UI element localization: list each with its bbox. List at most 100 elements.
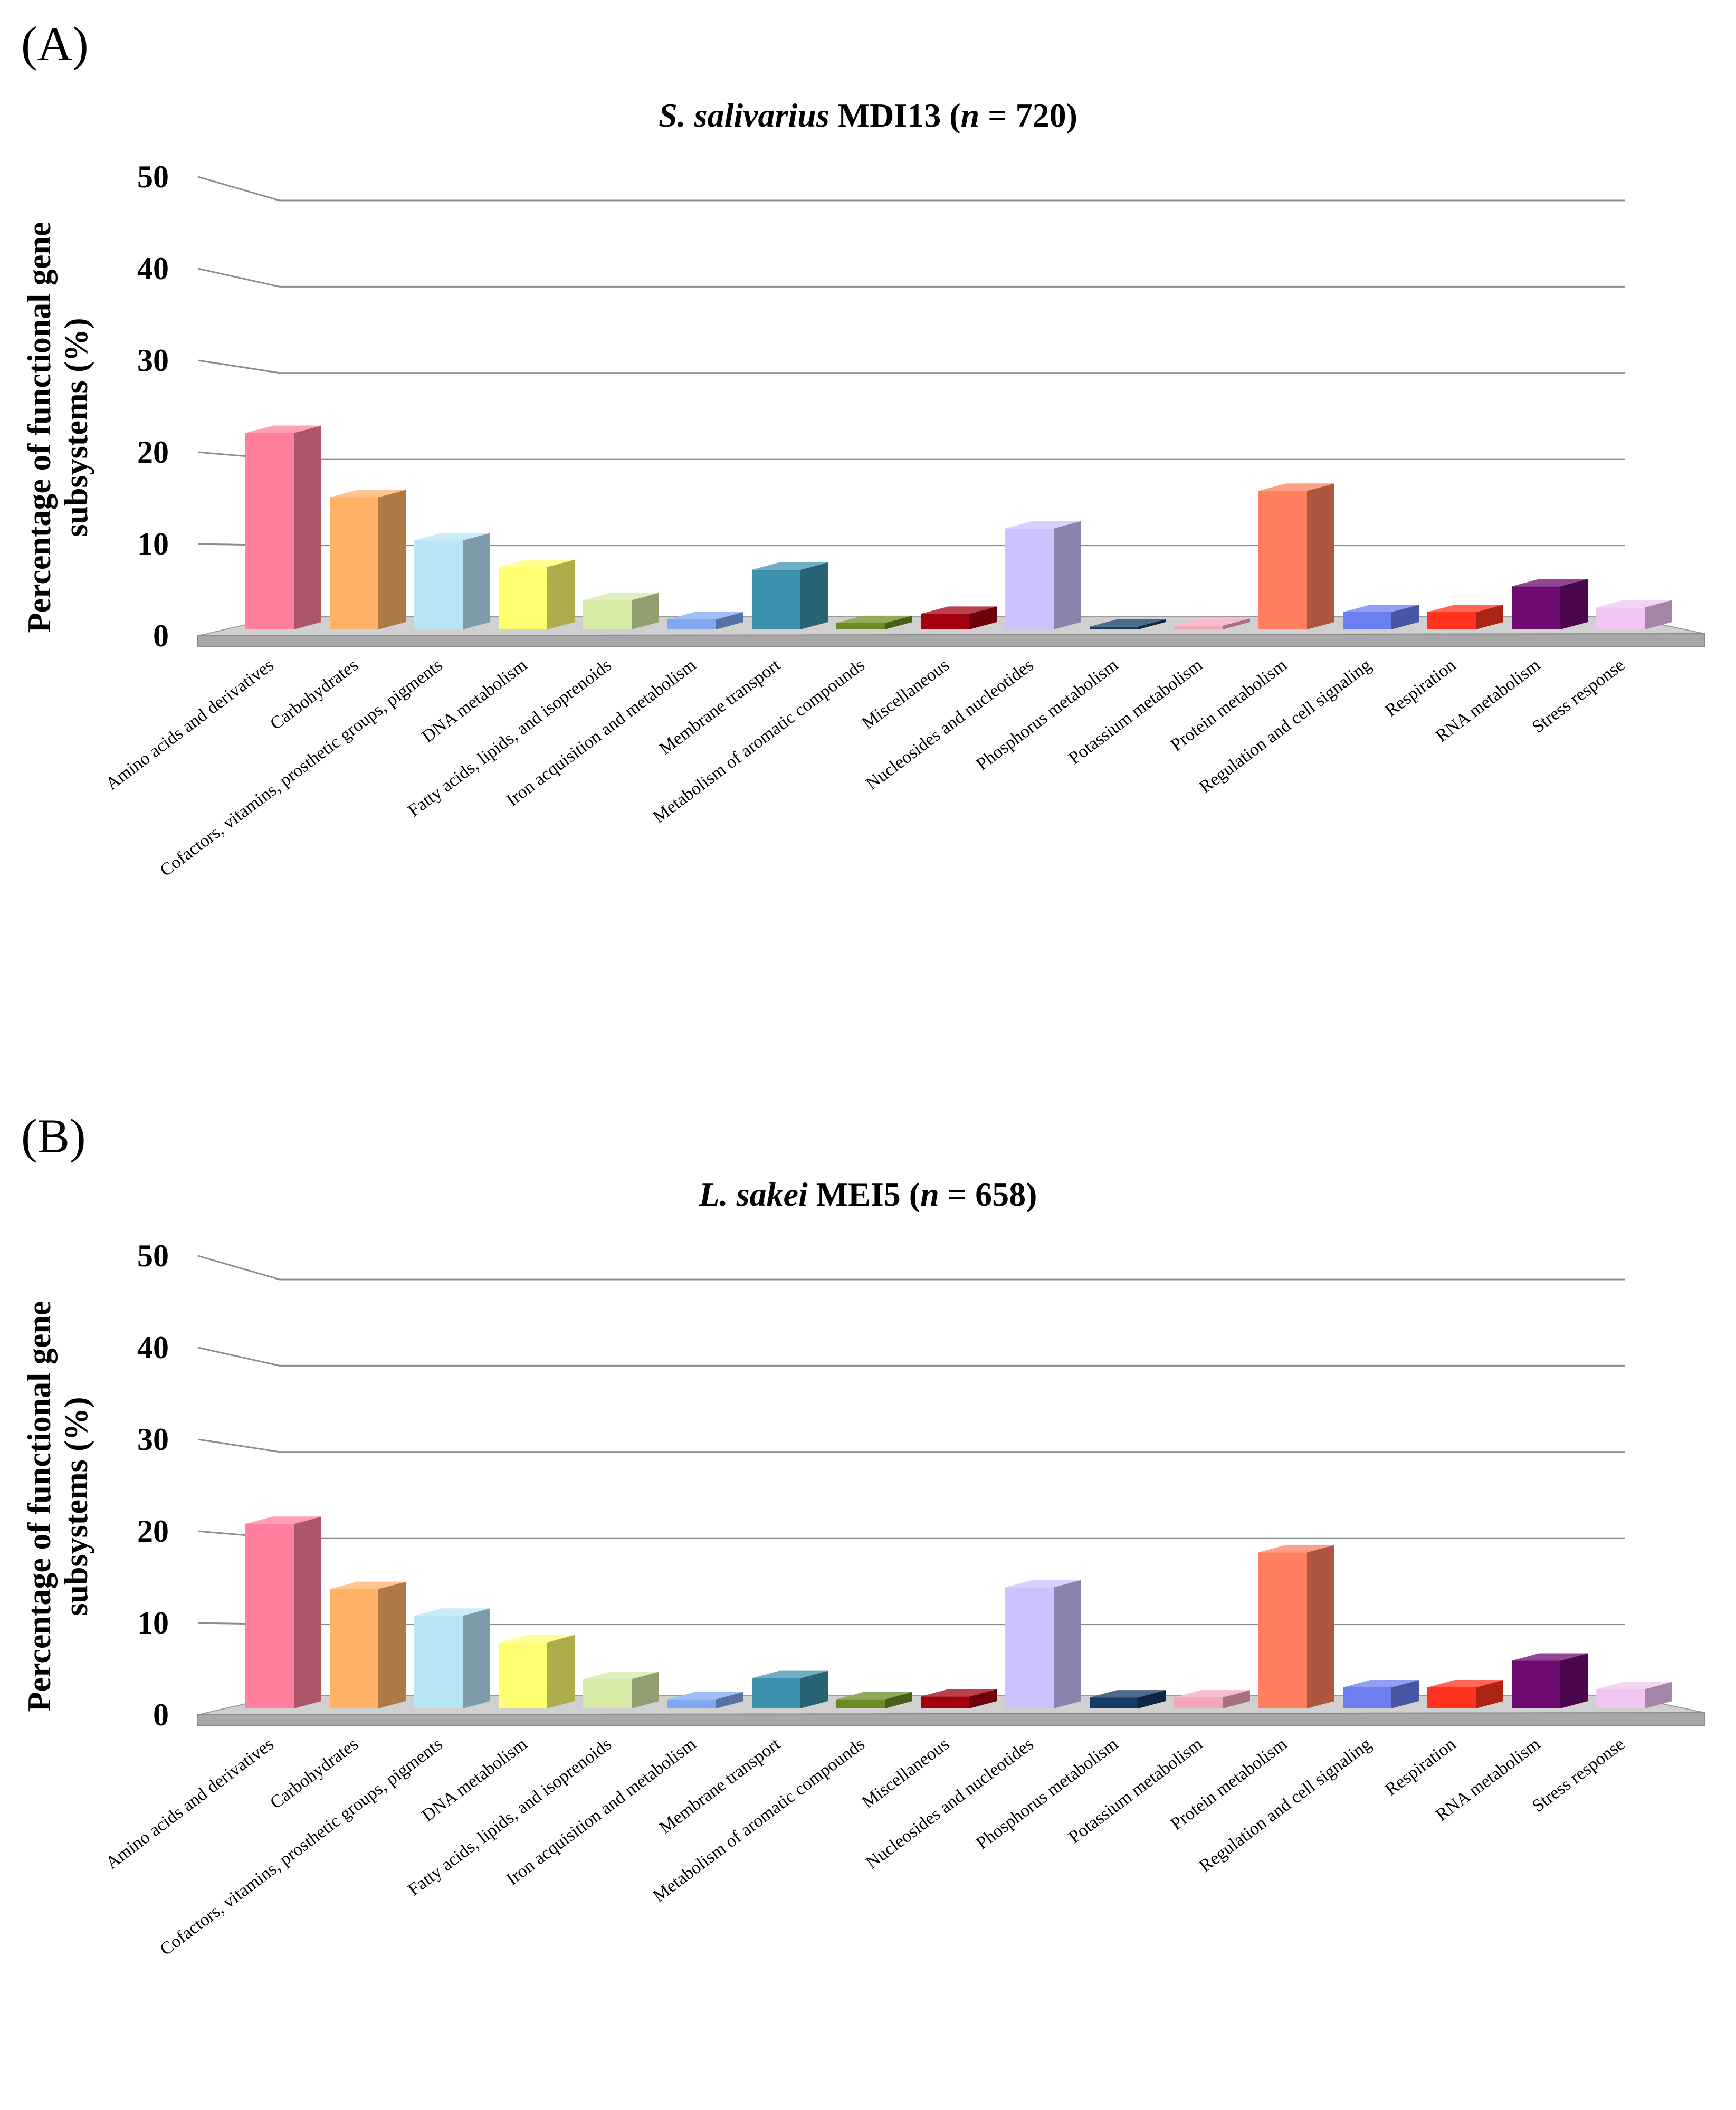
chart-title-n: n (920, 1176, 939, 1213)
bar-front (245, 1524, 294, 1708)
bar (921, 1689, 997, 1708)
bar-top (1090, 1690, 1166, 1698)
y-tick-label: 50 (137, 1238, 169, 1273)
bar-top (667, 612, 743, 619)
bar-side (632, 593, 659, 629)
bar-side (800, 1670, 828, 1708)
bar-side (1138, 1690, 1166, 1708)
x-tick-label: Stress response (1529, 1734, 1628, 1816)
x-tick-label: Phosphorus metabolism (972, 1734, 1121, 1854)
bar-top (1427, 1679, 1503, 1687)
bar-top (583, 593, 659, 600)
bar-front (583, 600, 632, 629)
bar-front (752, 569, 800, 629)
bar-front (1174, 626, 1223, 629)
bar-front (667, 1699, 716, 1708)
x-tick-label: Amino acids and derivatives (102, 655, 278, 794)
bar (583, 593, 659, 629)
bar (499, 559, 575, 629)
bar-top (1005, 1580, 1081, 1588)
bar-side (294, 425, 321, 629)
gridline-20 (197, 1530, 1625, 1539)
y-tick-label: 30 (137, 343, 169, 378)
bar-front (1596, 607, 1645, 629)
bar-side (1560, 1653, 1588, 1708)
bar (752, 1670, 828, 1708)
bar-front (1258, 1552, 1307, 1708)
bar (667, 1692, 743, 1708)
bar-side (1645, 600, 1672, 629)
gridline-30 (197, 359, 1625, 374)
gridline-10 (197, 543, 1625, 547)
bar-side (716, 612, 743, 629)
x-tick-label: Cofactors, vitamins, prosthetic groups, … (156, 1734, 446, 1960)
bar-side (378, 1581, 406, 1708)
bar-side (547, 559, 575, 629)
bar (245, 1516, 321, 1708)
bar (330, 490, 406, 629)
bar-side (1560, 579, 1588, 629)
bar-side (1138, 619, 1166, 629)
y-tick-label: 40 (137, 251, 169, 286)
bar (1258, 1545, 1334, 1708)
bar (1596, 600, 1672, 629)
chart-panel-a: S. salivarius MDI13 (n = 720) 0 10 20 30 40 50… (22, 97, 1705, 881)
bar-top (836, 1692, 912, 1700)
bar-front (245, 433, 294, 629)
bar-top (499, 1635, 575, 1643)
gridline-30 (197, 1438, 1625, 1453)
x-tick-label: Regulation and cell signaling (1196, 1734, 1375, 1876)
bar-top (1090, 619, 1166, 627)
bar-side (1223, 618, 1250, 629)
bar-side (885, 615, 912, 629)
bar-front (752, 1678, 800, 1708)
bar-top (245, 425, 321, 433)
bar-front (1512, 586, 1560, 629)
bar-side (547, 1635, 575, 1708)
chart-title-count: = 720) (979, 97, 1077, 134)
bar-front (330, 1589, 378, 1708)
bar-top (836, 615, 912, 623)
x-tick-label: Potassium metabolism (1065, 1734, 1206, 1847)
bar-top (921, 606, 997, 614)
y-tick-label: 20 (137, 435, 169, 470)
chart-title: L. sakei MEI5 (n = 658) (699, 1176, 1037, 1213)
bar (1427, 604, 1503, 629)
bar (1343, 1679, 1419, 1708)
bar (1258, 483, 1334, 629)
bar (1005, 1580, 1081, 1708)
bar-top (330, 490, 406, 498)
bar-top (1258, 1545, 1334, 1553)
y-axis-label: Percentage of functional gene subsystems … (22, 222, 94, 633)
y-tick-label: 20 (137, 1514, 169, 1549)
chart-title-count: = 658) (939, 1176, 1037, 1213)
y-axis-label-line1: Percentage of functional gene (22, 1301, 58, 1712)
bar-top (1596, 1682, 1672, 1689)
bar-front (1427, 612, 1476, 629)
bar-front (836, 623, 885, 629)
bar-front (1005, 528, 1054, 629)
bar (414, 1608, 490, 1708)
y-tick-label: 30 (137, 1422, 169, 1457)
x-tick-label: Nucleosides and nucleotides (862, 1734, 1037, 1873)
panel-label-a: (A) (21, 17, 89, 71)
bar (1174, 1690, 1250, 1708)
bar (414, 533, 490, 629)
bar-side (716, 1692, 743, 1708)
bar-top (752, 1670, 828, 1678)
bar-side (1476, 604, 1503, 629)
bar-side (885, 1692, 912, 1708)
y-axis-label-line1: Percentage of functional gene (22, 222, 58, 633)
bar (836, 615, 912, 629)
bar (1090, 1690, 1166, 1708)
bar-front (921, 1696, 969, 1708)
bar-top (414, 533, 490, 541)
x-tick-label: Respiration (1381, 655, 1459, 721)
y-tick-label: 10 (137, 1606, 169, 1640)
x-tick-label: Respiration (1381, 1734, 1459, 1800)
bar-side (1054, 1580, 1081, 1708)
gridline-10 (197, 1622, 1625, 1626)
bar-side (294, 1516, 321, 1708)
gridline-50 (197, 1255, 1625, 1281)
gridline-40 (197, 268, 1625, 288)
